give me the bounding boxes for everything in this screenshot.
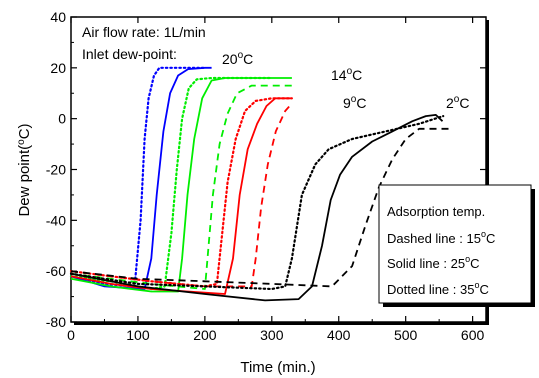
y-axis-label-main: Dew point( bbox=[16, 145, 33, 217]
y-tick-label: 40 bbox=[50, 9, 66, 25]
y-tick-label: 20 bbox=[50, 60, 66, 76]
curve-label-2: 2oC bbox=[446, 94, 469, 111]
x-tick-label: 400 bbox=[327, 327, 351, 343]
curve-label-14: 14oC bbox=[331, 66, 362, 83]
inlet-dew-point-annotation: Inlet dew-point: bbox=[82, 46, 177, 62]
y-axis-label-degree: o bbox=[16, 139, 27, 145]
y-tick-label: -60 bbox=[46, 263, 66, 279]
y-axis-label: Dew point(oC) bbox=[16, 123, 33, 216]
legend: Adsorption temp. Dashed line : 15oC Soli… bbox=[378, 184, 535, 307]
y-tick-label: -20 bbox=[46, 162, 66, 178]
y-axis-label-unit: C) bbox=[16, 123, 33, 139]
x-tick-label: 300 bbox=[260, 327, 284, 343]
legend-solid: Solid line : 25oC bbox=[387, 254, 479, 271]
y-tick-label: 0 bbox=[58, 111, 66, 127]
legend-dotted: Dotted line : 35oC bbox=[387, 280, 489, 297]
legend-dashed: Dashed line : 15oC bbox=[387, 229, 495, 246]
curve-label-20: 20oC bbox=[222, 50, 253, 67]
series-line-14c-dashed bbox=[70, 84, 292, 290]
flow-rate-annotation: Air flow rate: 1L/min bbox=[82, 24, 206, 40]
series-line-2c-dotted bbox=[69, 115, 445, 291]
x-tick-label: 100 bbox=[126, 327, 150, 343]
x-axis-label: Time (min.) bbox=[240, 359, 315, 376]
y-tick-label: -40 bbox=[46, 212, 66, 228]
series-line-9c-dashed bbox=[70, 102, 293, 288]
legend-box bbox=[378, 184, 532, 304]
series-layer bbox=[69, 66, 450, 302]
x-tick-label: 200 bbox=[193, 327, 217, 343]
x-tick-label: 500 bbox=[394, 327, 418, 343]
x-tick-label: 600 bbox=[461, 327, 485, 343]
series-line-2c-dashed bbox=[70, 127, 450, 288]
series-line-14c-solid bbox=[70, 77, 292, 293]
curve-label-9: 9oC bbox=[343, 94, 366, 111]
x-tick-label: 0 bbox=[67, 327, 75, 343]
series-line-2c-solid bbox=[70, 114, 444, 302]
legend-title: Adsorption temp. bbox=[387, 204, 485, 219]
y-tick-label: -80 bbox=[46, 314, 66, 330]
